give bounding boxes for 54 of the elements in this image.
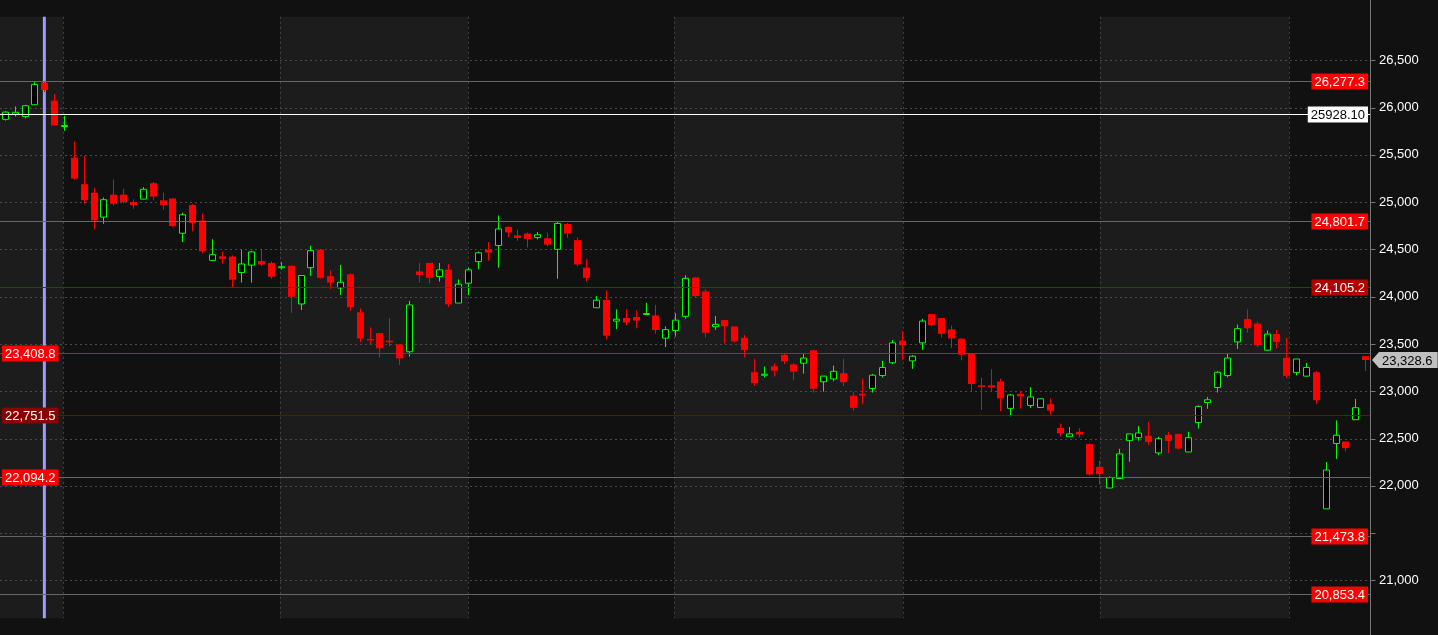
candlestick xyxy=(721,319,728,344)
y-tick-label: 21,000 xyxy=(1379,571,1419,587)
ref-line-label: 20,853.4 xyxy=(1314,587,1366,603)
ref-line-label: 23,408.8 xyxy=(5,346,56,362)
candlestick xyxy=(110,178,117,207)
candlestick xyxy=(948,325,955,349)
y-tick-label: 24,500 xyxy=(1379,241,1419,256)
candlestick xyxy=(1273,329,1280,349)
candlestick xyxy=(81,155,88,205)
y-tick-label: 25,500 xyxy=(1379,146,1419,162)
candlestick xyxy=(978,377,985,411)
candlestick xyxy=(662,325,669,348)
ref-line-label: 24,105.2 xyxy=(1314,280,1366,296)
ref-line-label: 26,277.3 xyxy=(1314,74,1366,90)
y-tick-label: 26,000 xyxy=(1379,99,1419,115)
candlestick xyxy=(209,238,216,261)
candlestick xyxy=(485,241,492,262)
ref-line-label: 24,801.7 xyxy=(1314,214,1366,230)
y-tick-label: 22,000 xyxy=(1379,477,1419,493)
candlestick xyxy=(1145,421,1152,446)
candlestick xyxy=(997,378,1004,412)
ref-line-label: 21,473.8 xyxy=(1314,529,1366,545)
candlestick xyxy=(652,304,659,335)
candlestick xyxy=(583,258,590,283)
candlestick xyxy=(465,267,472,296)
candlestick xyxy=(840,358,847,387)
candlestick xyxy=(179,212,186,243)
ref-line-label: 22,751.5 xyxy=(5,408,56,424)
candlestick xyxy=(71,141,78,181)
text: 23,328.6 xyxy=(1382,352,1433,368)
ref-line-label: 22,094.2 xyxy=(5,470,56,486)
y-tick-label: 23,000 xyxy=(1379,382,1419,398)
candlestick xyxy=(150,181,157,201)
candlestick xyxy=(1165,431,1172,454)
candlestick xyxy=(1244,308,1251,334)
y-tick-label: 23,500 xyxy=(1379,335,1419,351)
candlestick xyxy=(988,368,995,392)
candlestick xyxy=(1027,386,1034,409)
y-tick-label: 22,500 xyxy=(1379,430,1419,446)
candlestick xyxy=(189,203,196,232)
ref-line-label: 25928.10 xyxy=(1310,107,1366,123)
candlestick xyxy=(1096,459,1103,486)
candlestick xyxy=(1254,321,1261,348)
candlestick xyxy=(416,262,423,284)
candlestick xyxy=(229,254,236,289)
candlestick xyxy=(692,276,699,299)
candlestick xyxy=(248,250,255,284)
candlestick xyxy=(100,197,107,225)
y-tick-label: 24,000 xyxy=(1379,288,1419,304)
y-tick-label: 26,500 xyxy=(1379,51,1419,67)
candlestick xyxy=(327,270,334,290)
candlestick xyxy=(850,391,857,412)
candlestick xyxy=(751,358,758,387)
y-tick-label: 25,000 xyxy=(1379,193,1419,209)
